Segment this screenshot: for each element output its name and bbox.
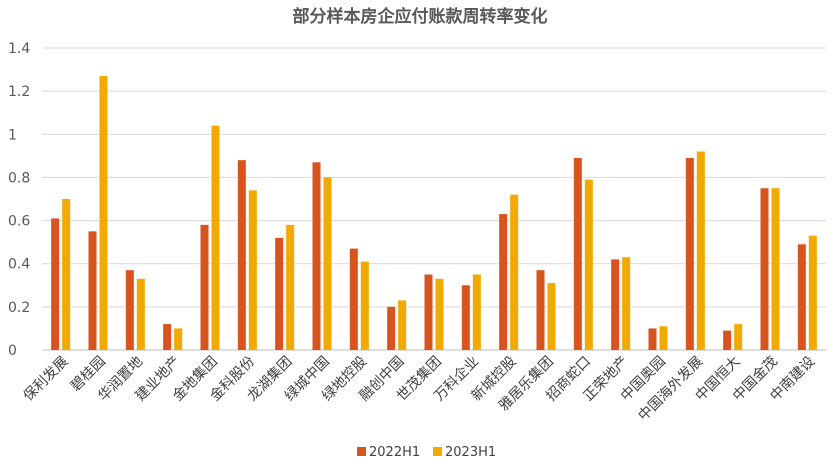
legend-swatch-2022H1 xyxy=(357,447,366,456)
y-tick-label: 1.4 xyxy=(8,41,30,57)
bar-2023H1-万科企业 xyxy=(472,274,481,350)
bar-2023H1-中国恒大 xyxy=(734,324,743,350)
bar-2022H1-绿地控股 xyxy=(349,248,358,350)
bar-2023H1-中南建设 xyxy=(808,235,817,350)
bar-2023H1-华润置地 xyxy=(136,278,145,350)
legend: 2022H1 2023H1 xyxy=(357,445,496,460)
y-tick-label: 0.2 xyxy=(8,300,30,316)
bar-2023H1-龙湖集团 xyxy=(286,224,295,350)
x-tick-label: 保利发展 xyxy=(21,354,72,405)
bar-2023H1-碧桂园 xyxy=(99,76,108,351)
bar-2022H1-保利发展 xyxy=(51,218,60,350)
bar-2023H1-新城控股 xyxy=(510,194,519,350)
bar-2022H1-碧桂园 xyxy=(88,231,97,350)
bar-2023H1-中国奥园 xyxy=(659,326,668,350)
bar-2022H1-华润置地 xyxy=(125,270,134,350)
bar-2022H1-雅居乐集团 xyxy=(536,270,545,350)
y-tick-label: 0.6 xyxy=(8,214,30,230)
bar-2023H1-世茂集团 xyxy=(435,278,444,350)
bar-2023H1-雅居乐集团 xyxy=(547,283,556,350)
y-tick-label: 0 xyxy=(8,343,17,359)
legend-label-2023H1: 2023H1 xyxy=(445,445,496,460)
grid-lines xyxy=(42,47,826,351)
bar-2023H1-建业地产 xyxy=(174,328,183,350)
bar-2022H1-正荣地产 xyxy=(611,259,620,350)
x-axis-ticks: 保利发展碧桂园华润置地建业地产金地集团金科股份龙湖集团绿城中国绿地控股融创中国世… xyxy=(21,353,819,424)
bar-2022H1-中国海外发展 xyxy=(685,158,694,350)
bar-2022H1-万科企业 xyxy=(461,285,470,350)
y-tick-label: 1.2 xyxy=(8,84,30,100)
bar-2022H1-世茂集团 xyxy=(424,274,433,350)
y-axis-ticks: 0 0.2 0.4 0.6 0.8 1 1.2 1.4 xyxy=(8,41,30,359)
bar-2023H1-保利发展 xyxy=(62,199,71,350)
bar-2023H1-正荣地产 xyxy=(622,257,631,350)
y-tick-label: 1 xyxy=(8,127,17,143)
bar-2023H1-绿城中国 xyxy=(323,177,332,350)
bar-2022H1-中国金茂 xyxy=(760,188,769,350)
bar-2022H1-中南建设 xyxy=(797,244,806,350)
bar-2022H1-龙湖集团 xyxy=(275,237,284,350)
legend-swatch-2023H1 xyxy=(433,447,442,456)
bar-2023H1-招商蛇口 xyxy=(584,179,593,350)
legend-label-2022H1: 2022H1 xyxy=(369,445,420,460)
bar-2023H1-金地集团 xyxy=(211,125,220,351)
bar-2022H1-中国恒大 xyxy=(723,330,732,350)
bar-2022H1-金地集团 xyxy=(200,224,209,350)
chart-title: 部分样本房企应付账款周转率变化 xyxy=(293,6,548,27)
y-tick-label: 0.4 xyxy=(8,257,30,273)
bar-2022H1-新城控股 xyxy=(499,214,508,350)
bars xyxy=(51,76,817,351)
y-tick-label: 0.8 xyxy=(8,170,30,186)
bar-2022H1-招商蛇口 xyxy=(573,158,582,350)
bar-2022H1-融创中国 xyxy=(387,306,396,350)
bar-2023H1-绿地控股 xyxy=(360,261,369,350)
bar-2022H1-绿城中国 xyxy=(312,162,321,350)
bar-2022H1-中国奥园 xyxy=(648,328,657,350)
bar-2022H1-建业地产 xyxy=(163,324,172,350)
bar-2023H1-融创中国 xyxy=(398,300,407,350)
bar-2023H1-中国金茂 xyxy=(771,188,780,350)
bar-2023H1-金科股份 xyxy=(248,190,257,350)
bar-2022H1-金科股份 xyxy=(237,160,246,350)
bar-2023H1-中国海外发展 xyxy=(696,151,705,350)
